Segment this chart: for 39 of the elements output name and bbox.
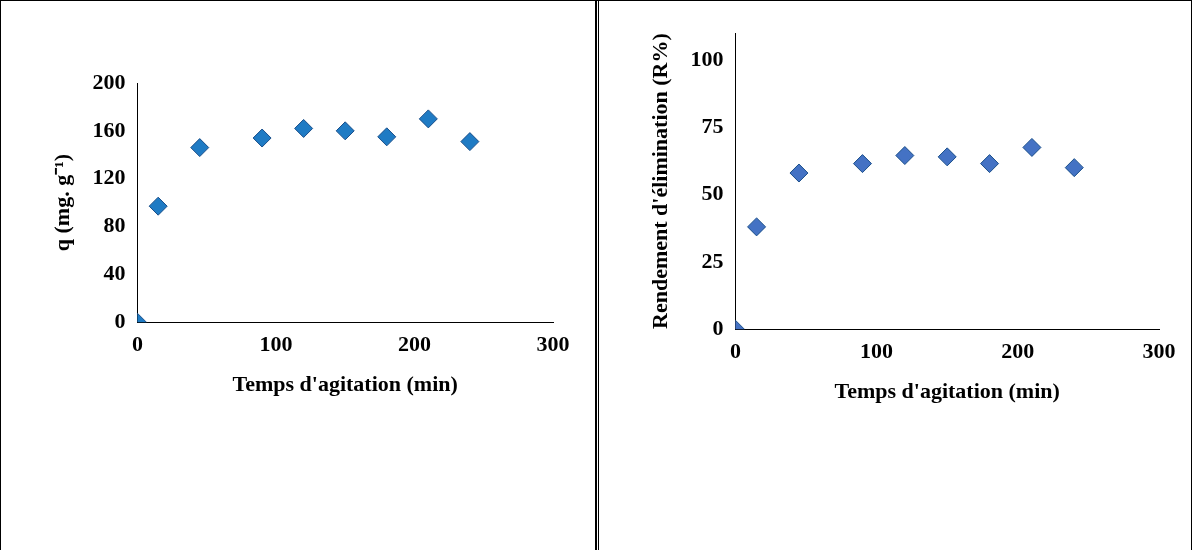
y-tick-label: 40 <box>103 260 126 286</box>
y-tick-label: 200 <box>92 68 126 94</box>
point <box>460 132 480 152</box>
y-tick-label: 0 <box>712 314 724 340</box>
y-tick-label: 0 <box>114 307 126 333</box>
y-tick-label: 25 <box>701 247 724 273</box>
point <box>1064 158 1084 178</box>
point <box>294 118 314 138</box>
point <box>190 138 210 158</box>
point <box>852 154 872 174</box>
x-tick-label: 200 <box>1001 338 1035 364</box>
y-tick-label: 120 <box>92 164 126 190</box>
x-tick-label: 300 <box>536 331 570 357</box>
y-tick-label: 75 <box>701 112 724 138</box>
point <box>747 217 767 237</box>
x-tick-label: 100 <box>860 338 894 364</box>
y-axis-title: Rendement d'élimination (R%) <box>646 33 672 329</box>
point <box>789 163 809 183</box>
x-axis-title: Temps d'agitation (min) <box>232 371 458 397</box>
point <box>937 147 957 167</box>
x-tick-label: 300 <box>1142 338 1176 364</box>
x-axis-title: Temps d'agitation (min) <box>834 378 1060 404</box>
point <box>418 109 438 129</box>
x-tick-label: 200 <box>397 331 431 357</box>
y-tick-label: 80 <box>103 212 126 238</box>
y-tick-label: 160 <box>92 116 126 142</box>
y-axis-title: q (mg. g⁻¹) <box>48 153 74 252</box>
x-tick-label: 0 <box>131 331 143 357</box>
point <box>895 146 915 166</box>
y-tick-label: 50 <box>701 180 724 206</box>
point <box>148 196 168 216</box>
point <box>980 154 1000 174</box>
point <box>335 121 355 141</box>
x-tick-label: 100 <box>259 331 293 357</box>
point <box>377 127 397 147</box>
x-tick-label: 0 <box>729 338 741 364</box>
point <box>1022 137 1042 157</box>
point <box>252 128 272 148</box>
y-tick-label: 100 <box>690 45 724 71</box>
